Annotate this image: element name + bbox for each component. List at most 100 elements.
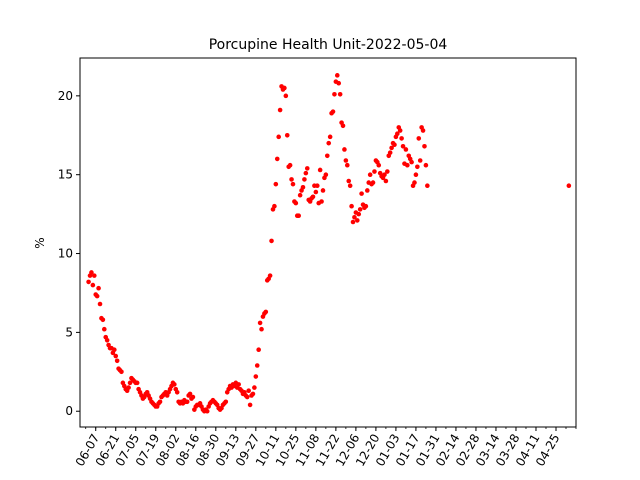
- data-point: [101, 326, 107, 332]
- data-point: [104, 337, 110, 343]
- data-point: [332, 91, 337, 97]
- data-point: [324, 153, 330, 159]
- data-point: [100, 317, 106, 323]
- data-point: [184, 399, 190, 405]
- data-point: [336, 80, 342, 86]
- plot-frame: [79, 57, 577, 428]
- data-point: [86, 279, 91, 285]
- data-point: [365, 188, 370, 193]
- data-point: [277, 107, 283, 113]
- data-point: [257, 320, 263, 326]
- data-point: [297, 192, 303, 198]
- data-point: [263, 309, 269, 315]
- data-point: [259, 326, 264, 332]
- data-point: [127, 380, 133, 386]
- data-point: [319, 199, 324, 204]
- data-point: [359, 191, 364, 196]
- data-point: [267, 273, 273, 278]
- data-point: [90, 282, 96, 288]
- data-point: [276, 134, 281, 140]
- data-point: [126, 385, 131, 390]
- data-point: [94, 293, 100, 299]
- data-point: [284, 132, 290, 138]
- data-point: [342, 147, 347, 152]
- data-point: [250, 391, 256, 397]
- data-point: [256, 347, 261, 353]
- data-point: [300, 185, 306, 190]
- data-point: [566, 183, 572, 189]
- y-axis-label: %: [33, 237, 47, 248]
- data-point: [113, 353, 119, 359]
- data-point: [254, 363, 260, 368]
- data-point: [326, 140, 332, 146]
- data-point: [296, 213, 301, 218]
- data-point: [302, 177, 307, 182]
- data-point: [119, 369, 124, 375]
- data-point: [403, 147, 409, 152]
- data-point: [314, 183, 320, 189]
- data-point: [376, 162, 382, 168]
- data-point: [355, 218, 360, 223]
- data-point: [425, 183, 430, 189]
- data-point: [385, 169, 390, 174]
- data-point: [287, 162, 293, 168]
- data-point: [190, 394, 196, 400]
- data-point: [400, 144, 406, 149]
- data-point: [91, 273, 97, 278]
- data-point: [416, 136, 422, 141]
- data-point: [246, 388, 251, 394]
- data-point: [157, 399, 163, 405]
- data-point: [367, 172, 373, 177]
- data-point: [204, 408, 210, 414]
- data-point: [397, 128, 403, 133]
- data-point: [89, 270, 94, 275]
- y-tick-label: 0: [65, 404, 73, 418]
- data-point: [283, 93, 289, 99]
- data-point: [344, 162, 350, 168]
- data-point: [349, 203, 354, 209]
- data-point: [422, 144, 427, 149]
- data-point: [372, 169, 377, 174]
- data-point: [236, 382, 241, 387]
- data-point: [274, 156, 280, 162]
- data-point: [340, 123, 346, 129]
- data-point: [112, 347, 117, 353]
- data-point: [252, 385, 257, 390]
- y-tick-label: 5: [65, 325, 73, 339]
- data-point: [304, 166, 310, 171]
- data-point: [290, 181, 296, 187]
- y-tick-label: 10: [58, 247, 73, 261]
- data-point: [174, 390, 180, 395]
- data-point: [97, 301, 103, 307]
- data-point: [382, 172, 387, 177]
- data-point: [346, 178, 352, 184]
- data-point: [114, 358, 120, 364]
- data-point: [409, 159, 414, 165]
- y-tick-label: 15: [58, 168, 73, 182]
- data-point: [313, 189, 319, 195]
- data-point: [293, 200, 299, 206]
- data-point: [412, 180, 417, 185]
- y-tick-label: 20: [58, 89, 73, 103]
- data-point: [269, 238, 274, 244]
- data-point: [423, 162, 429, 168]
- data-point: [337, 91, 343, 97]
- data-point: [282, 85, 287, 91]
- data-point: [134, 380, 140, 386]
- data-point: [352, 214, 357, 220]
- chart-title: Porcupine Health Unit-2022-05-04: [209, 37, 448, 53]
- data-point: [334, 73, 340, 78]
- data-point: [399, 136, 404, 141]
- data-point: [343, 158, 349, 163]
- data-point: [303, 170, 309, 176]
- data-point: [247, 402, 253, 408]
- y-axis: 0 5 10 15 20: [58, 89, 80, 418]
- data-points: [86, 73, 572, 414]
- data-point: [323, 172, 329, 177]
- data-point: [395, 131, 400, 136]
- x-axis: 06-0706-2107-0507-1908-0208-1608-3009-13…: [73, 427, 577, 469]
- data-point: [370, 180, 376, 185]
- data-point: [320, 188, 326, 193]
- data-point: [405, 162, 410, 168]
- data-point: [223, 399, 229, 405]
